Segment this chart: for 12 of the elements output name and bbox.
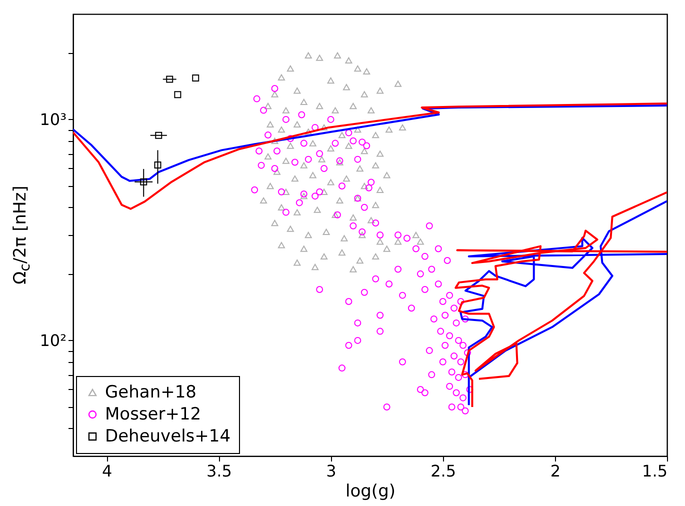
x-tick-label: 4 [102, 462, 112, 480]
y-tick-label: 10² [40, 330, 66, 350]
legend-label: Mosser+12 [105, 404, 202, 424]
x-tick-label: 1.5 [642, 462, 668, 480]
y-tick-label: 10³ [40, 110, 66, 129]
x-axis-title: log(g) [346, 482, 396, 502]
x-tick-label: 3 [326, 462, 336, 480]
x-tick-label: 2 [550, 462, 561, 480]
x-tick-label: 3.5 [206, 462, 232, 480]
legend-label: Gehan+18 [105, 382, 196, 402]
x-tick-label: 2.5 [430, 462, 456, 480]
legend-label: Deheuvels+14 [105, 426, 231, 446]
